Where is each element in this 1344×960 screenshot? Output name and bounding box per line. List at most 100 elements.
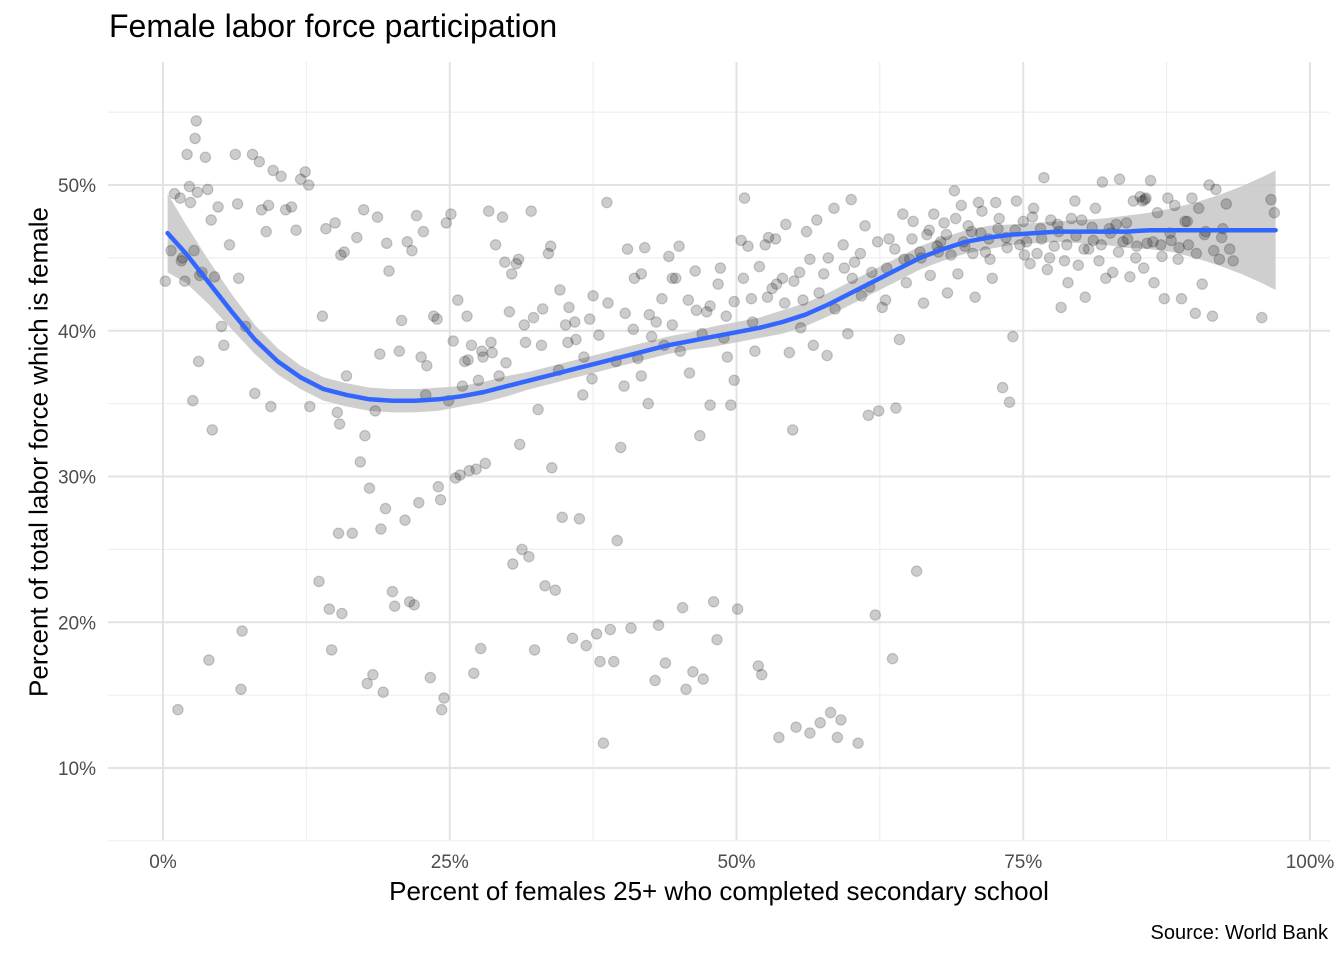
scatter-point [183, 180, 196, 193]
scatter-point [417, 225, 430, 238]
scatter-point [1100, 272, 1112, 285]
scatter-point [467, 667, 480, 680]
scatter-point [1129, 252, 1142, 264]
scatter-point [369, 405, 381, 417]
y-tick-label: 10% [58, 759, 96, 780]
scatter-point [618, 380, 630, 392]
scatter-point [941, 287, 954, 299]
scatter-point [614, 441, 627, 454]
scatter-point [1045, 214, 1057, 226]
scatter-point [357, 204, 370, 216]
scatter-point [762, 231, 775, 244]
y-axis-label: Percent of total labor force which is fe… [23, 207, 54, 697]
confidence-band [167, 170, 1276, 413]
scatter-point [190, 115, 203, 127]
scatter-point [813, 287, 825, 299]
scatter-point [986, 272, 999, 285]
scatter-point [447, 335, 459, 347]
scatter-point [773, 731, 785, 744]
scatter-point [876, 301, 888, 314]
scatter-point [704, 399, 716, 411]
scatter-point [510, 257, 523, 270]
scatter-point [778, 297, 791, 309]
scatter-point [712, 278, 724, 290]
scatter-point [1013, 239, 1026, 251]
scatter-point [201, 183, 214, 196]
scatter-point [1078, 243, 1090, 255]
scatter-point [189, 132, 201, 145]
scatter-point [910, 565, 923, 577]
scatter-point [1003, 396, 1016, 408]
scatter-point [835, 714, 847, 726]
scatter-point [1168, 199, 1181, 212]
scatter-point [461, 310, 473, 322]
scatter-point [938, 217, 950, 229]
scatter-point [462, 354, 474, 366]
scatter-point [883, 233, 895, 245]
scatter-point [666, 272, 679, 285]
x-tick-label: 100% [1286, 852, 1335, 873]
scatter-point [465, 339, 478, 352]
scatter-point [728, 374, 740, 387]
x-tick-labels: 0% 25% 50% 75% 100% [149, 852, 1334, 873]
scatter-point [275, 170, 287, 183]
scatter-point [735, 234, 747, 247]
scatter-point [513, 438, 526, 451]
scatter-point [1151, 206, 1164, 219]
scatter-point [1117, 236, 1129, 248]
scatter-point [454, 469, 466, 481]
scatter-point [676, 601, 689, 614]
scatter-point [948, 185, 961, 197]
scatter-point [573, 512, 586, 525]
scatter-point [383, 265, 395, 277]
scatter-point [841, 327, 854, 340]
scatter-point [359, 429, 371, 442]
scatter-point [749, 345, 761, 357]
scatter-point [438, 692, 450, 704]
scatter-point [831, 731, 844, 744]
scatter-point [479, 457, 492, 470]
scatter-point [1189, 307, 1202, 320]
scatter-point [924, 269, 937, 282]
scatter-point [539, 579, 551, 592]
scatter-point [361, 677, 373, 690]
scatter-point [714, 262, 727, 274]
scatter-point [1192, 202, 1205, 215]
scatter-point [313, 575, 325, 588]
scatter-point [745, 292, 758, 305]
scatter-point [1048, 240, 1060, 252]
scatter-point [859, 220, 871, 232]
scatter-point [440, 217, 453, 229]
scatter-point [333, 418, 346, 430]
scatter-point [236, 625, 248, 637]
scatter-point [506, 558, 519, 570]
scatter-point [253, 155, 266, 168]
scatter-point [474, 642, 487, 655]
scatter-point [496, 211, 509, 223]
scatter-point [766, 282, 778, 295]
scatter-point [793, 266, 806, 279]
scatter-point [807, 339, 820, 352]
scatter-point [829, 303, 841, 315]
scatter-point [1113, 173, 1126, 185]
scatter-point [235, 683, 247, 696]
scatter-point [1215, 231, 1228, 244]
scatter-point [1190, 247, 1203, 260]
scatter-point [949, 212, 962, 225]
scatter-point [1186, 192, 1198, 204]
scatter-point [570, 333, 582, 346]
scatter-point [602, 297, 614, 309]
scatter-point [619, 307, 631, 320]
scatter-point [525, 205, 537, 217]
scatter-point [690, 304, 703, 317]
scatter-point [666, 319, 679, 331]
scatter-point [332, 527, 345, 540]
scatter-point [403, 595, 416, 608]
scatter-point [208, 270, 221, 283]
scatter-point [779, 218, 792, 231]
scatter-point [656, 292, 668, 305]
scatter-point [498, 256, 511, 268]
scatter-point [229, 148, 242, 161]
scatter-point [737, 272, 750, 285]
scatter-point [593, 329, 605, 341]
